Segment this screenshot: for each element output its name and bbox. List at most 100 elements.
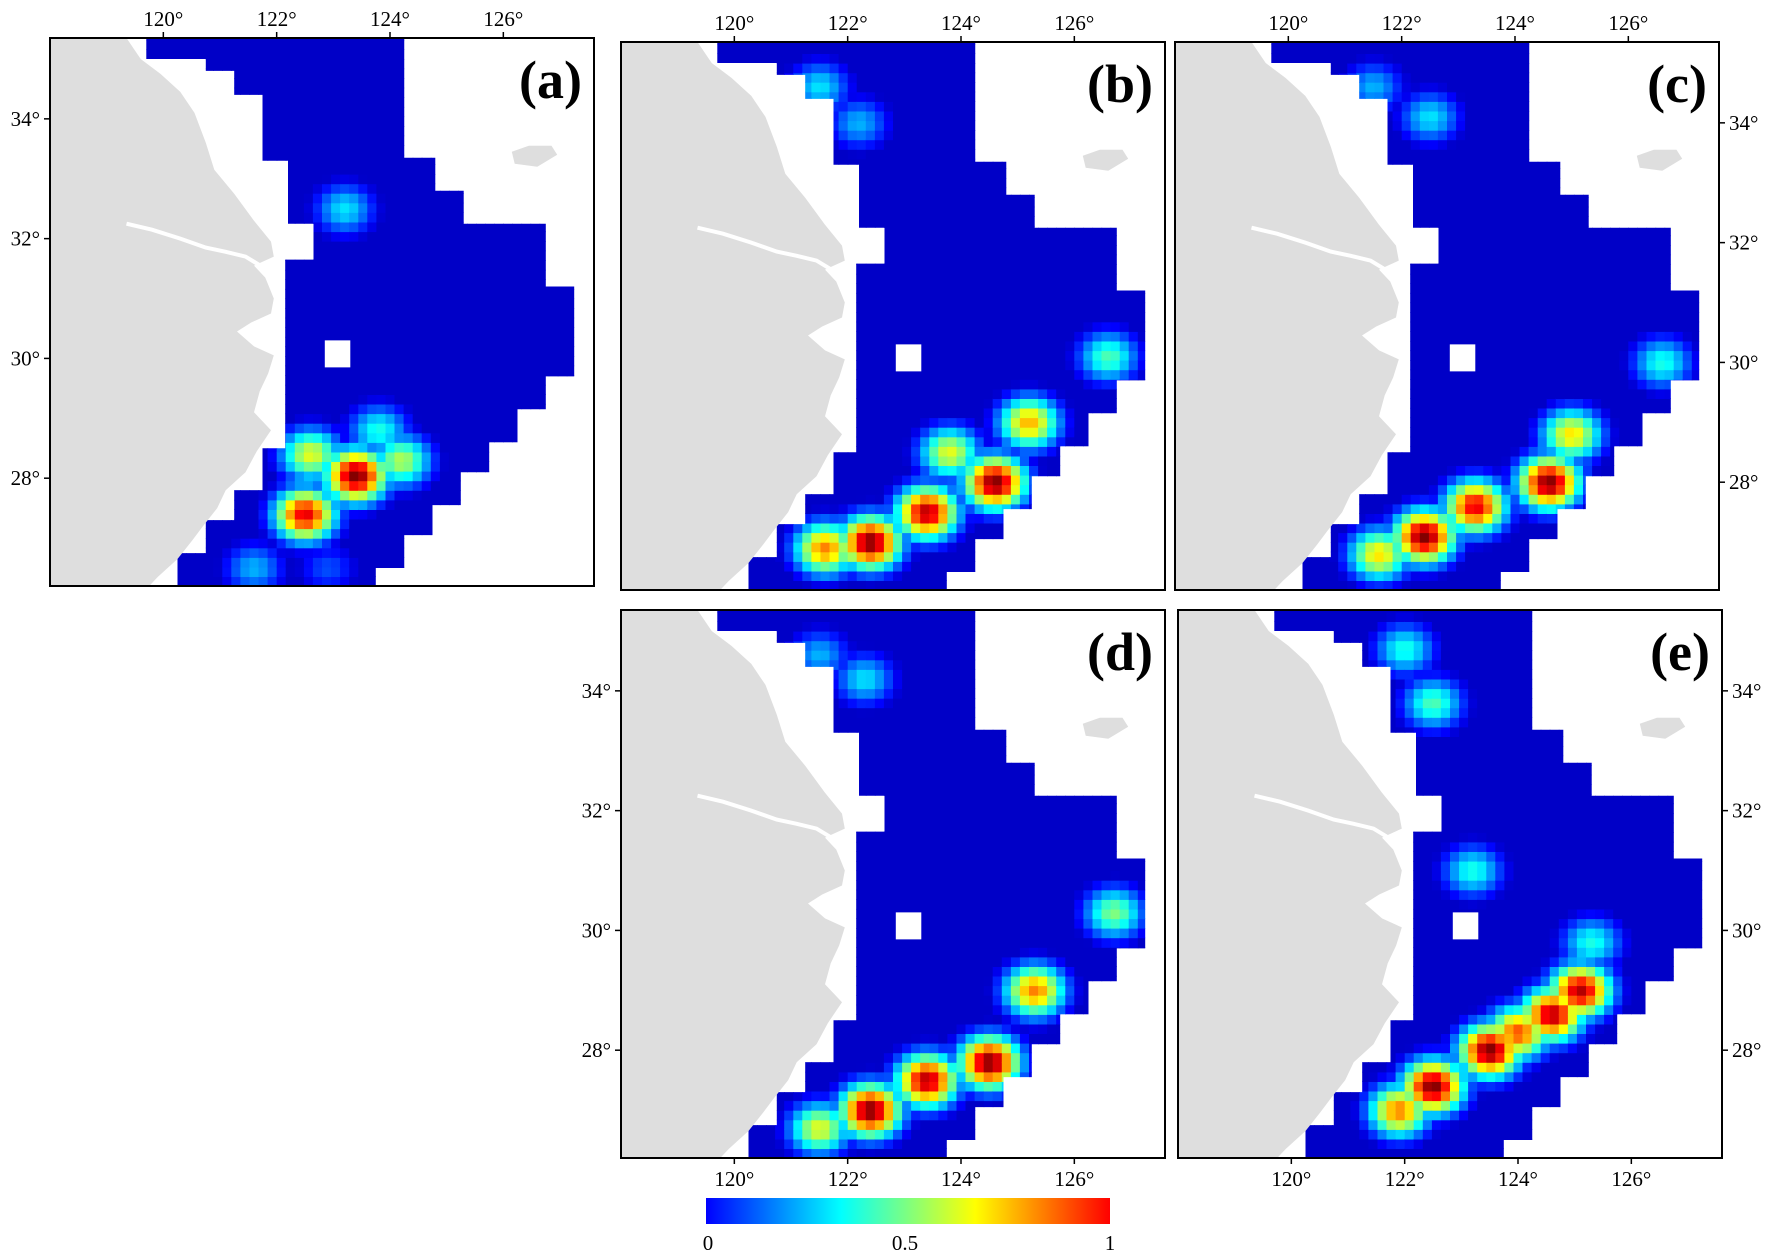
heat-cell (146, 38, 151, 41)
heat-cell (285, 557, 296, 568)
heat-cell (303, 490, 314, 501)
heat-cell (322, 193, 332, 204)
heat-cell (557, 336, 568, 348)
heat-cell (829, 158, 840, 169)
heat-cell (394, 317, 405, 328)
heat-cell (594, 471, 604, 481)
heat-cell (267, 480, 278, 491)
heat-cell (521, 403, 532, 415)
heat-cell (802, 580, 812, 590)
heat-cell (267, 154, 278, 165)
heat-cell (294, 97, 305, 108)
heat-cell (331, 547, 341, 558)
heat-cell (367, 375, 377, 386)
heat-cell (458, 356, 468, 367)
heat-cell (222, 576, 232, 586)
heat-cell (747, 42, 758, 45)
heat-cell (340, 538, 350, 549)
heat-cell (349, 317, 359, 328)
heat-cell (594, 452, 604, 462)
heat-cell (340, 451, 350, 462)
heat-cell (476, 394, 486, 405)
heat-cell (322, 365, 332, 376)
heat-cell (312, 538, 323, 549)
heat-cell (331, 193, 341, 204)
heat-cell (430, 327, 441, 338)
heat-cell (530, 298, 541, 309)
heat-cell (358, 308, 368, 319)
heat-cell (213, 557, 223, 568)
heat-cell (467, 231, 477, 242)
heat-cell (485, 413, 495, 424)
heat-cell (331, 202, 341, 213)
heat-cell (376, 547, 387, 558)
heat-cell (349, 308, 359, 319)
heat-cell (566, 308, 575, 319)
heat-cell (403, 221, 414, 233)
heat-cell (385, 327, 396, 338)
heat-cell (367, 174, 377, 185)
heat-cell (458, 375, 468, 386)
heat-cell (340, 87, 350, 98)
heat-cell (476, 231, 486, 242)
heat-cell (385, 461, 396, 472)
heat-cell (267, 576, 278, 586)
heat-cell (267, 557, 278, 568)
heat-cell (322, 490, 332, 501)
heat-cell (476, 432, 486, 443)
heat-cell (231, 38, 241, 41)
heat-cell (594, 433, 604, 443)
heat-cell (276, 59, 287, 70)
heat-cell (476, 413, 486, 424)
heat-cell (412, 193, 423, 204)
heat-cell (412, 384, 423, 395)
heat-cell (394, 87, 405, 98)
heat-cell (403, 174, 414, 185)
heat-cell (394, 403, 405, 415)
heat-cell (331, 241, 341, 252)
heat-cell (312, 509, 323, 520)
heat-cell (775, 551, 785, 562)
heat-cell (222, 528, 232, 539)
heat-cell (312, 336, 323, 348)
heat-cell (512, 384, 523, 395)
heat-cell (322, 241, 332, 252)
heat-cell (394, 288, 405, 300)
heat-cell (476, 317, 486, 328)
heat-cell (176, 576, 187, 586)
heat-cell (322, 394, 332, 405)
heat-cell (312, 39, 323, 50)
heat-cell (204, 518, 214, 530)
left-tick-label: 30° (11, 346, 40, 370)
heat-cell (303, 365, 314, 376)
heat-cell (240, 87, 251, 98)
heat-cell (811, 494, 822, 505)
heat-cell (349, 365, 359, 376)
heat-cell (158, 38, 169, 41)
heat-cell (385, 557, 396, 568)
heat-cell (249, 509, 260, 520)
heat-cell (403, 317, 414, 328)
heat-cell (312, 547, 323, 558)
heat-cell (539, 403, 550, 415)
heat-cell (340, 432, 350, 443)
heat-cell (467, 375, 477, 386)
heat-cell (367, 566, 377, 577)
heat-cell (385, 356, 396, 367)
heat-cell (294, 126, 305, 137)
heat-cell (829, 91, 840, 102)
heat-cell (385, 97, 396, 108)
heat-cell (548, 365, 559, 376)
heat-cell (367, 451, 377, 462)
heat-cell (376, 538, 387, 549)
heat-cell (240, 49, 251, 60)
heat-cell (811, 542, 822, 553)
heat-cell (349, 221, 359, 233)
heat-cell (448, 327, 459, 338)
heat-cell (285, 547, 296, 558)
heat-cell (412, 221, 423, 233)
heat-cell (421, 279, 432, 290)
heat-cell (376, 39, 387, 50)
heat-cell (430, 499, 441, 510)
heat-cell (285, 566, 296, 577)
